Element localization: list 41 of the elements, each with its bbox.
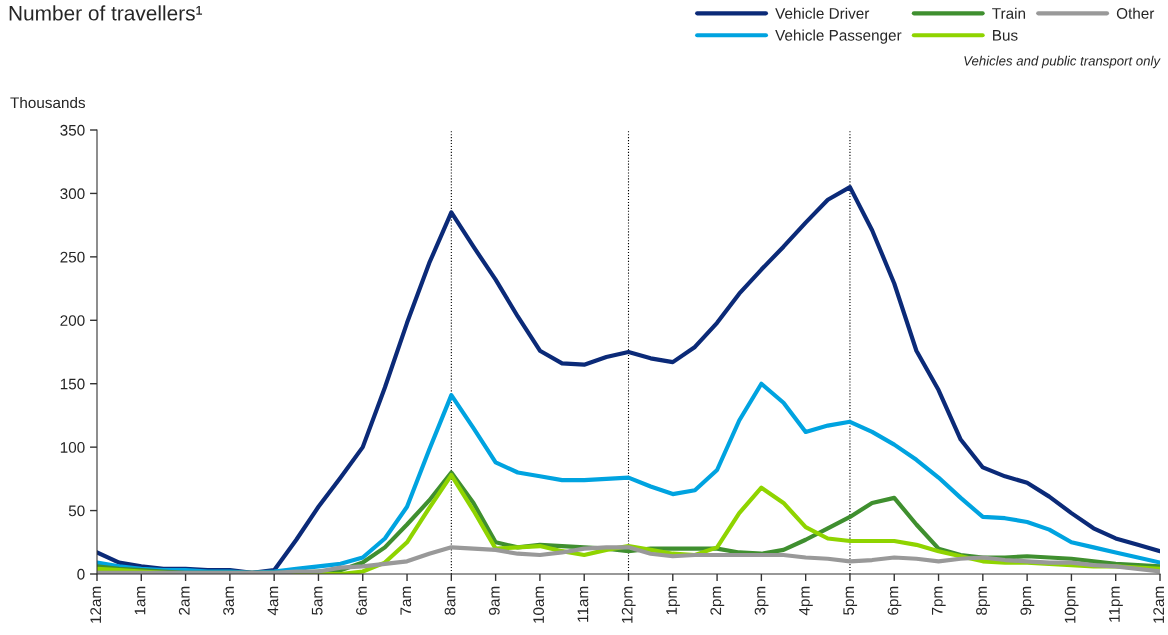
- x-tick-label: 4am: [267, 586, 279, 616]
- x-tick-label: 5pm: [843, 586, 858, 615]
- y-tick-label: 100: [60, 442, 85, 453]
- x-tick-label: 11am: [577, 586, 589, 622]
- x-tick-label: 7am: [400, 586, 412, 615]
- x-tick-label: 4pm: [799, 586, 813, 616]
- x-tick-label: 1pm: [666, 586, 680, 615]
- x-tick-label: 12pm: [621, 586, 636, 623]
- y-tick-label: 350: [60, 124, 85, 136]
- legend-label: Vehicle Driver: [775, 7, 870, 19]
- x-tick-label: 3pm: [754, 586, 769, 615]
- x-tick-label: 8am: [444, 586, 456, 615]
- x-tick-label: 5am: [311, 586, 323, 615]
- y-axis-title: Thousands: [10, 96, 86, 109]
- x-tick-label: 8pm: [976, 586, 990, 615]
- x-tick-label: 6am: [356, 586, 367, 615]
- y-tick-label: 200: [60, 315, 85, 326]
- x-tick-label: 2am: [178, 586, 190, 615]
- text: Vehicles and public transport only: [964, 55, 1161, 69]
- x-tick-label: 9am: [488, 586, 500, 615]
- x-tick-label: 12am: [90, 586, 102, 623]
- x-tick-label: 11pm: [1109, 586, 1123, 622]
- legend-label: Other: [1116, 7, 1155, 19]
- x-tick-label: 12am: [1153, 586, 1165, 623]
- legend-label: Bus: [993, 30, 1018, 41]
- y-tick-label: 250: [60, 251, 85, 263]
- x-tick-label: 7pm: [931, 586, 946, 615]
- legend-label: Vehicle Passenger: [775, 29, 902, 44]
- chart-title: Number of travellers¹: [9, 5, 203, 21]
- y-tick-label: 50: [68, 505, 85, 517]
- x-tick-label: 9pm: [1020, 586, 1035, 615]
- y-tick-label: 150: [60, 378, 85, 390]
- x-tick-label: 2pm: [710, 586, 725, 615]
- y-tick-label: 0: [77, 568, 85, 580]
- x-tick-label: 10am: [533, 586, 545, 623]
- x-tick-label: 6pm: [887, 586, 902, 615]
- x-tick-label: 3am: [223, 586, 234, 615]
- y-tick-label: 300: [60, 188, 85, 200]
- x-tick-label: 10pm: [1064, 586, 1079, 623]
- legend-label: Train: [992, 7, 1026, 19]
- x-tick-label: 1am: [134, 586, 146, 615]
